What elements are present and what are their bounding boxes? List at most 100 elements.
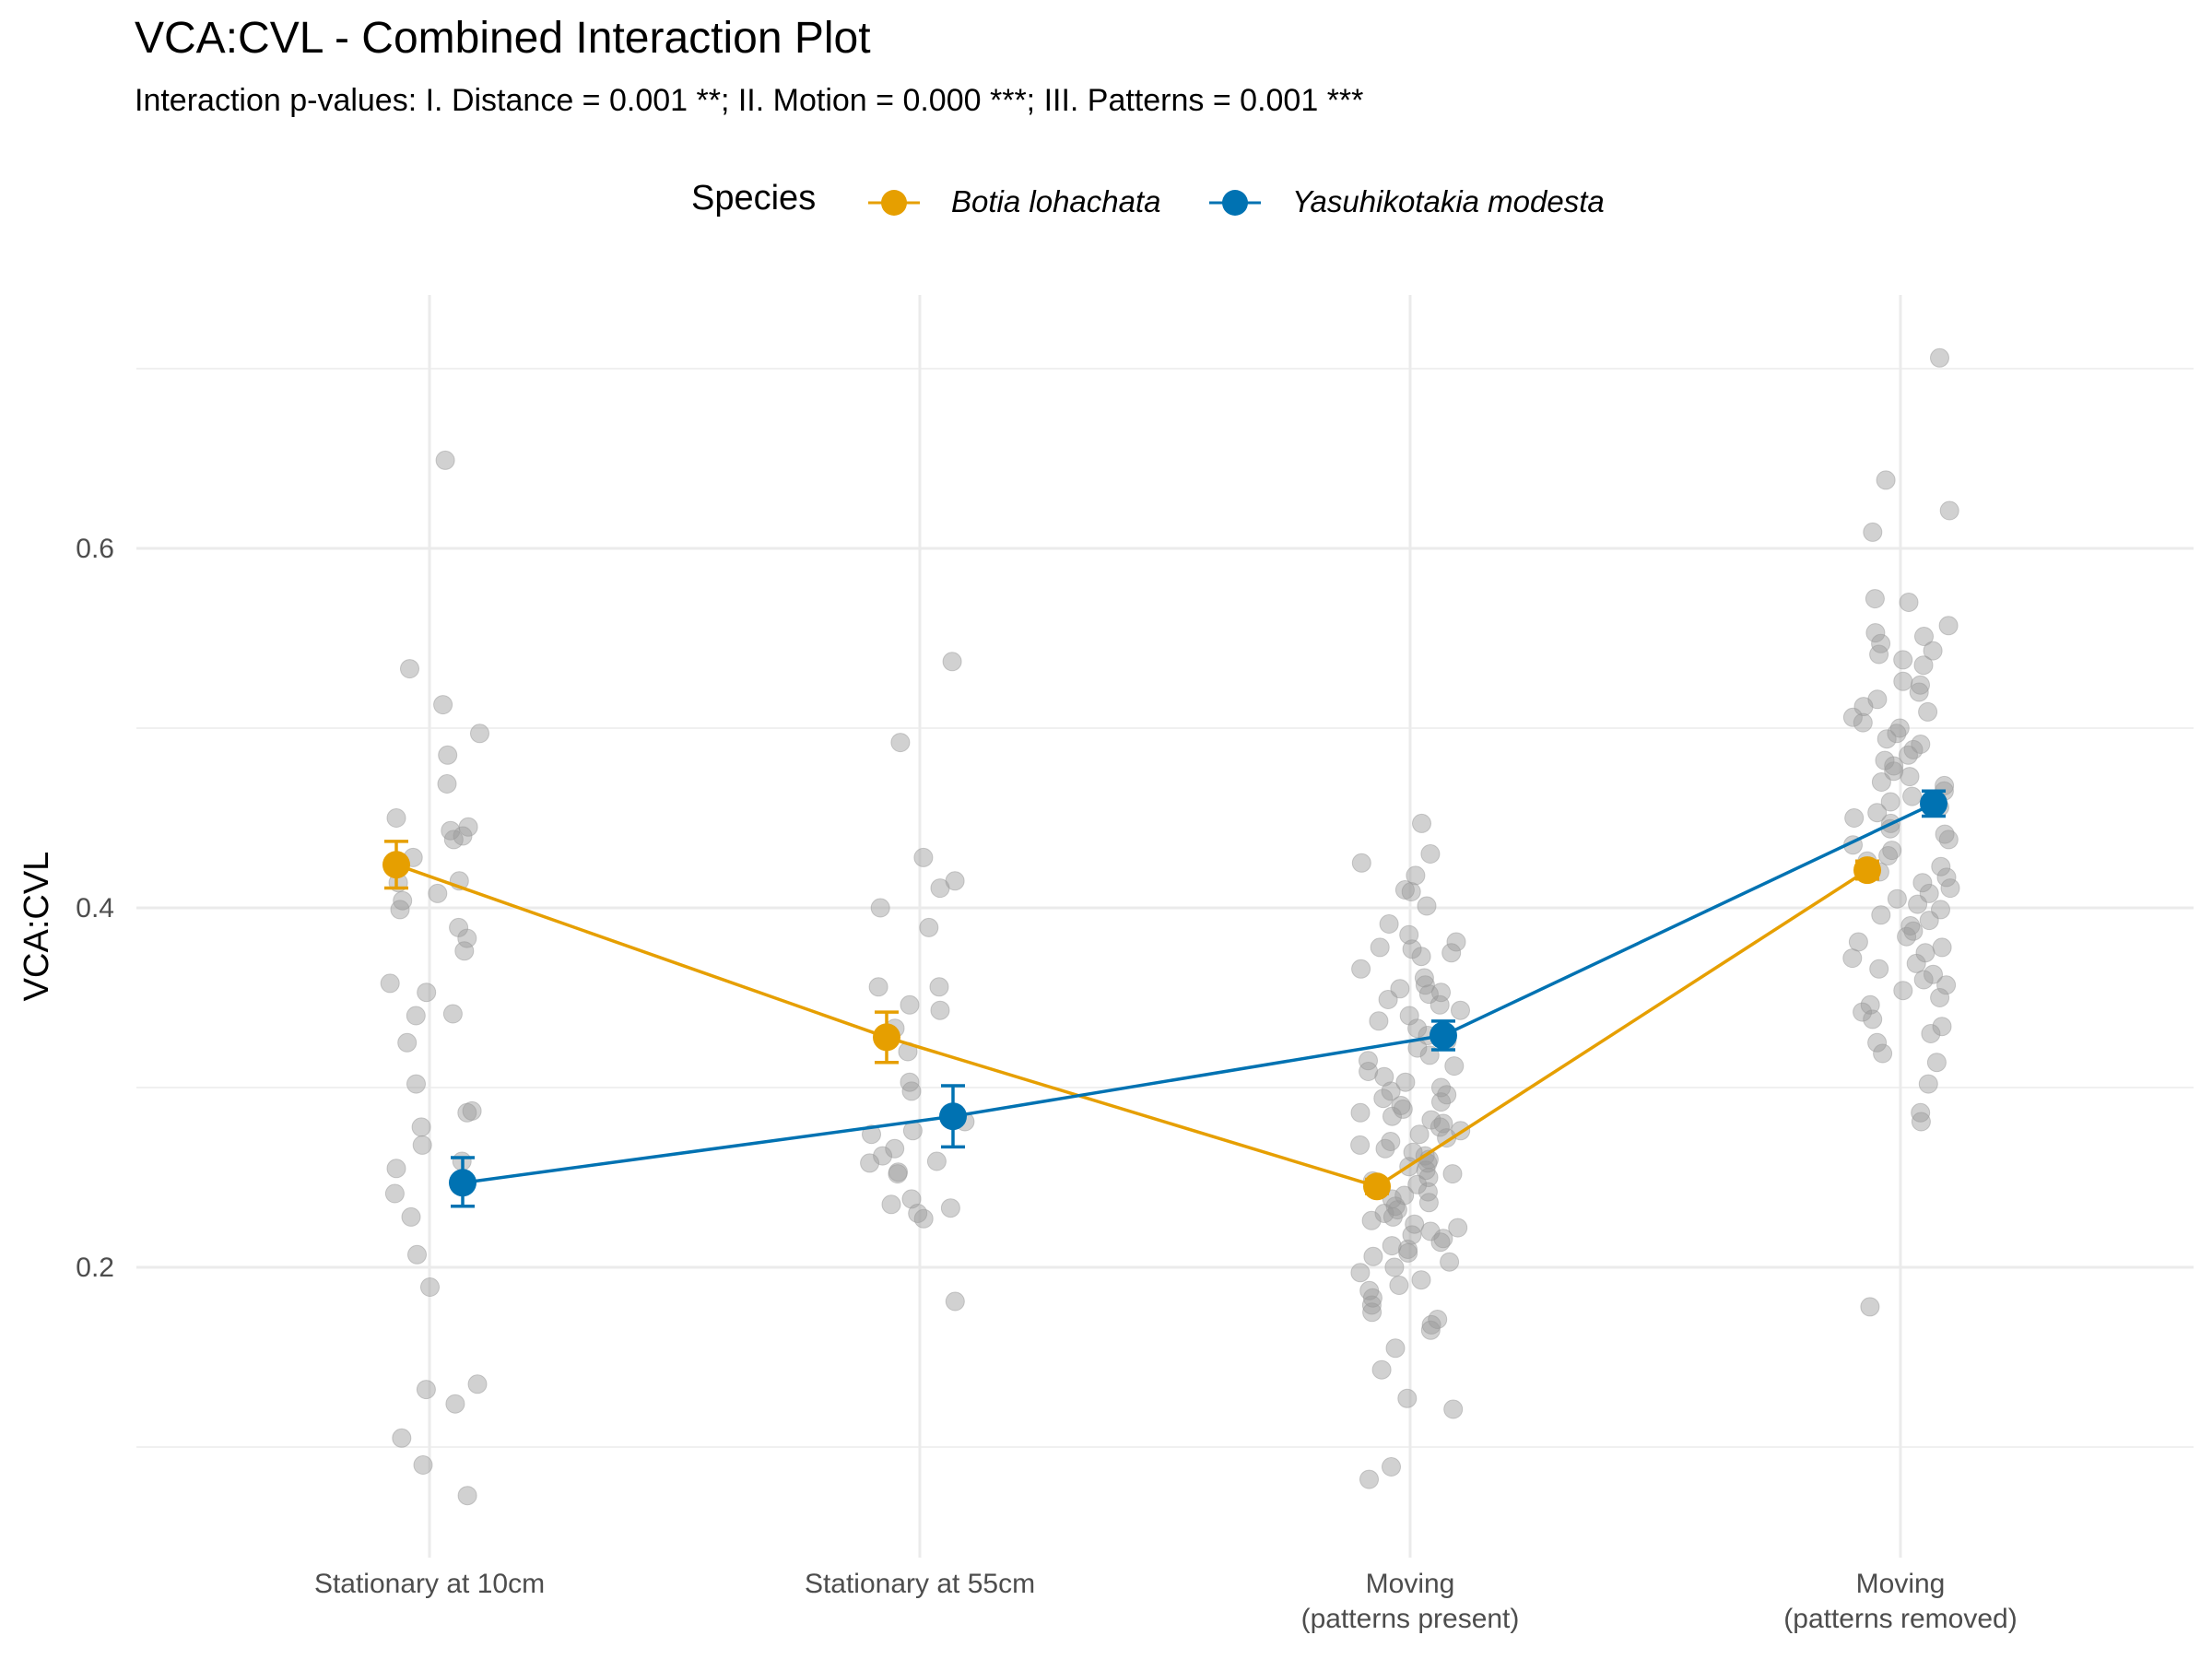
raw-point [1417, 896, 1437, 916]
raw-point [454, 941, 475, 961]
raw-point [1420, 1221, 1441, 1241]
raw-point [1446, 932, 1466, 952]
x-tick-label: Moving [1856, 1569, 1946, 1599]
x-tick-label: (patterns removed) [1783, 1604, 2017, 1634]
y-tick-label: 0.2 [76, 1253, 114, 1283]
raw-point [1873, 1043, 1893, 1064]
raw-point [1420, 1320, 1441, 1340]
raw-point [1876, 470, 1896, 490]
raw-point [1382, 1206, 1403, 1227]
raw-point [1443, 1399, 1464, 1419]
raw-point [1863, 522, 1883, 542]
mean-point [1430, 1021, 1457, 1050]
raw-point [1860, 994, 1880, 1015]
raw-point [1844, 808, 1865, 828]
raw-point [901, 1189, 922, 1209]
raw-point [1414, 968, 1434, 988]
raw-point [1923, 641, 1943, 661]
raw-point [1887, 888, 1907, 909]
raw-point [888, 1164, 908, 1184]
raw-point [1440, 1252, 1460, 1272]
raw-point [1903, 921, 1924, 941]
raw-point [386, 1159, 406, 1179]
raw-point [885, 1138, 905, 1159]
y-tick-label: 0.6 [76, 534, 114, 564]
raw-point [467, 1374, 488, 1394]
raw-point [1412, 813, 1431, 833]
raw-point [1430, 1117, 1450, 1137]
raw-point [1938, 830, 1959, 850]
raw-point [1842, 707, 1863, 727]
raw-point [1893, 671, 1913, 691]
raw-point [1442, 1164, 1463, 1184]
raw-point [1451, 1000, 1470, 1020]
raw-point [1860, 1297, 1880, 1317]
raw-point [1867, 1032, 1888, 1053]
raw-point [1919, 911, 1939, 931]
raw-point [1420, 844, 1441, 864]
raw-point [926, 1151, 947, 1171]
raw-point [1911, 675, 1930, 695]
raw-point [1913, 970, 1934, 990]
raw-point [1418, 1193, 1439, 1213]
raw-point [1406, 865, 1426, 886]
legend: Species Botia lohachata Yasuhikotakia mo… [0, 175, 2212, 230]
legend-key-botia [868, 190, 920, 216]
raw-point [1411, 1270, 1431, 1290]
raw-point [1909, 682, 1929, 702]
mean-point [449, 1169, 477, 1197]
raw-point [1932, 1017, 1952, 1037]
raw-point [1373, 1088, 1394, 1109]
y-axis-label: VCA:CVL [18, 852, 56, 1002]
series-line [395, 863, 1868, 1189]
raw-point [1382, 1457, 1401, 1477]
raw-point [1930, 988, 1950, 1007]
raw-point [1359, 1051, 1378, 1071]
raw-point [445, 1394, 465, 1414]
raw-point [1869, 644, 1889, 665]
raw-point [1395, 1072, 1416, 1092]
raw-point [1906, 953, 1926, 973]
raw-point [1935, 824, 1955, 844]
raw-point [1393, 1099, 1413, 1119]
raw-point [940, 1198, 960, 1218]
raw-point [873, 1146, 893, 1166]
raw-point [868, 977, 888, 997]
raw-point [1374, 1066, 1394, 1087]
raw-point [1433, 1229, 1453, 1249]
raw-point [1853, 697, 1874, 717]
raw-point [942, 652, 962, 672]
x-tick-label: Stationary at 10cm [314, 1569, 545, 1599]
raw-point [1361, 1295, 1382, 1315]
raw-point [1924, 964, 1943, 984]
raw-point [406, 1006, 426, 1026]
raw-point [1918, 701, 1938, 722]
series-botia-lohachata [382, 840, 1881, 1201]
raw-point [457, 1486, 477, 1506]
raw-point [1362, 1288, 1382, 1308]
raw-point [420, 1277, 440, 1297]
mean-point [1363, 1172, 1391, 1201]
raw-point [1936, 975, 1957, 995]
raw-point [428, 883, 448, 903]
raw-point [406, 1074, 426, 1094]
raw-point [1899, 593, 1919, 612]
raw-point [1912, 873, 1933, 893]
raw-point [1921, 1024, 1941, 1043]
raw-point [1871, 772, 1891, 792]
raw-point [443, 830, 464, 850]
raw-point [1359, 1062, 1379, 1081]
raw-point [1361, 1210, 1382, 1230]
raw-point [438, 745, 458, 765]
raw-point [1865, 589, 1885, 609]
raw-point [1853, 712, 1873, 733]
raw-point [1936, 867, 1957, 888]
raw-point [1932, 937, 1952, 958]
raw-point [470, 724, 489, 744]
raw-point [1842, 948, 1863, 969]
raw-point [1869, 959, 1889, 979]
raw-point [413, 1455, 433, 1475]
chart-subtitle: Interaction p-values: I. Distance = 0.00… [135, 83, 1364, 118]
raw-point [1940, 878, 1960, 899]
raw-point [1931, 856, 1951, 877]
